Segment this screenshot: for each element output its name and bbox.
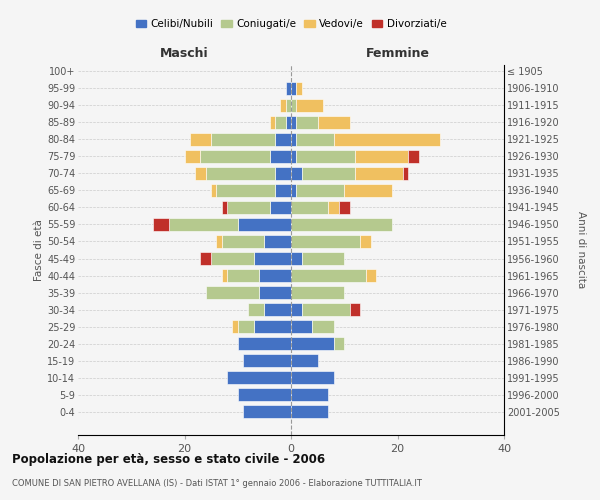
Bar — [291, 116, 296, 129]
Bar — [169, 218, 238, 231]
Bar — [291, 286, 344, 299]
Bar — [254, 252, 291, 265]
Bar — [286, 116, 291, 129]
Bar — [344, 184, 392, 197]
Bar — [334, 133, 440, 146]
Bar — [206, 286, 259, 299]
Bar — [313, 320, 334, 333]
Y-axis label: Anni di nascita: Anni di nascita — [577, 212, 586, 288]
Bar — [222, 235, 265, 248]
Bar — [291, 320, 313, 333]
Bar — [339, 201, 350, 214]
Bar — [270, 201, 291, 214]
Bar — [200, 150, 270, 163]
Text: Femmine: Femmine — [365, 46, 430, 60]
Text: Maschi: Maschi — [160, 46, 209, 60]
Y-axis label: Fasce di età: Fasce di età — [34, 219, 44, 281]
Bar — [291, 269, 365, 282]
Bar — [296, 133, 334, 146]
Bar — [190, 133, 211, 146]
Bar — [227, 371, 291, 384]
Bar — [296, 82, 302, 95]
Bar — [206, 167, 275, 180]
Bar — [296, 116, 317, 129]
Text: COMUNE DI SAN PIETRO AVELLANA (IS) - Dati ISTAT 1° gennaio 2006 - Elaborazione T: COMUNE DI SAN PIETRO AVELLANA (IS) - Dat… — [12, 479, 422, 488]
Bar — [291, 337, 334, 350]
Bar — [291, 354, 317, 367]
Bar — [403, 167, 408, 180]
Bar — [211, 252, 254, 265]
Bar — [195, 167, 206, 180]
Bar — [291, 371, 334, 384]
Bar — [259, 286, 291, 299]
Bar — [238, 320, 254, 333]
Bar — [222, 269, 227, 282]
Bar — [286, 99, 291, 112]
Bar — [291, 184, 296, 197]
Bar — [238, 388, 291, 401]
Bar — [302, 303, 350, 316]
Bar — [227, 201, 270, 214]
Bar — [243, 405, 291, 418]
Bar — [296, 99, 323, 112]
Bar — [152, 218, 169, 231]
Bar — [317, 116, 350, 129]
Bar — [265, 303, 291, 316]
Bar — [328, 201, 339, 214]
Bar — [232, 320, 238, 333]
Bar — [254, 320, 291, 333]
Bar — [275, 184, 291, 197]
Bar — [275, 116, 286, 129]
Bar — [291, 150, 296, 163]
Bar — [211, 133, 275, 146]
Bar — [302, 252, 344, 265]
Bar — [291, 235, 360, 248]
Bar — [296, 150, 355, 163]
Bar — [360, 235, 371, 248]
Bar — [291, 218, 392, 231]
Bar — [291, 133, 296, 146]
Bar — [408, 150, 419, 163]
Bar — [291, 405, 328, 418]
Bar — [350, 303, 360, 316]
Bar — [275, 167, 291, 180]
Bar — [222, 201, 227, 214]
Bar — [211, 184, 217, 197]
Bar — [334, 337, 344, 350]
Bar — [355, 167, 403, 180]
Bar — [296, 184, 344, 197]
Bar — [185, 150, 200, 163]
Bar — [217, 184, 275, 197]
Bar — [265, 235, 291, 248]
Bar — [291, 99, 296, 112]
Text: Popolazione per età, sesso e stato civile - 2006: Popolazione per età, sesso e stato civil… — [12, 452, 325, 466]
Bar — [248, 303, 265, 316]
Bar — [243, 354, 291, 367]
Legend: Celibi/Nubili, Coniugati/e, Vedovi/e, Divorziati/e: Celibi/Nubili, Coniugati/e, Vedovi/e, Di… — [131, 14, 451, 33]
Bar — [365, 269, 376, 282]
Bar — [291, 167, 302, 180]
Bar — [291, 388, 328, 401]
Bar — [355, 150, 408, 163]
Bar — [270, 116, 275, 129]
Bar — [291, 201, 328, 214]
Bar — [200, 252, 211, 265]
Bar — [227, 269, 259, 282]
Bar — [280, 99, 286, 112]
Bar — [238, 337, 291, 350]
Bar — [286, 82, 291, 95]
Bar — [270, 150, 291, 163]
Bar — [275, 133, 291, 146]
Bar — [217, 235, 222, 248]
Bar — [291, 252, 302, 265]
Bar — [259, 269, 291, 282]
Bar — [291, 82, 296, 95]
Bar — [291, 303, 302, 316]
Bar — [238, 218, 291, 231]
Bar — [302, 167, 355, 180]
